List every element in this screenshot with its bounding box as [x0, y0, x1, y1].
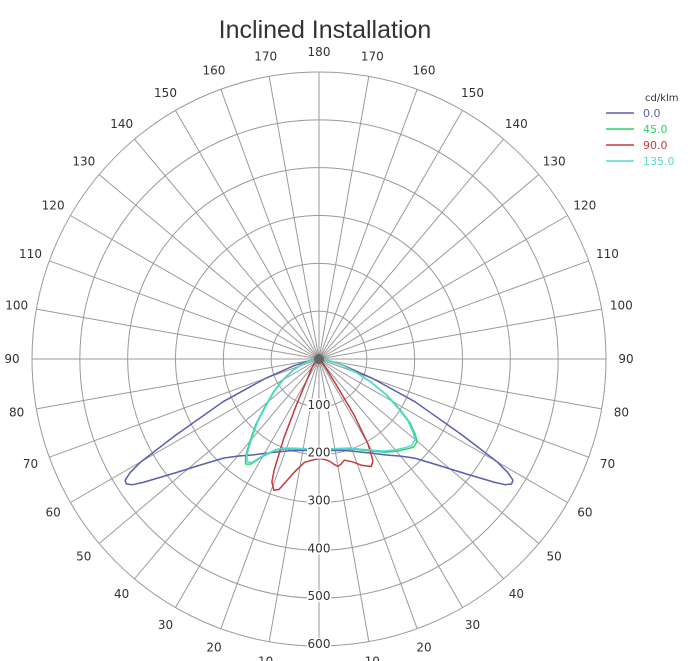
radial-tick-label: 200	[308, 446, 331, 460]
grid-spoke	[318, 358, 602, 410]
grid-spoke	[318, 358, 418, 629]
grid-spoke	[318, 215, 568, 360]
radial-label-bg	[307, 398, 331, 411]
legend-label: 0.0	[643, 107, 661, 120]
grid-spoke	[36, 358, 320, 410]
grid-spoke	[318, 358, 463, 608]
angle-labels: 0 10 20 30 40 50 60 70 80 90 100 110 120 130 140 150 160…	[4, 45, 633, 661]
angle-tick-label: 120	[42, 199, 65, 213]
angle-tick-label: 160	[203, 64, 226, 78]
angle-tick-label: 50	[76, 549, 91, 563]
radial-tick-label: 100	[308, 398, 331, 412]
angle-tick-label: 10	[365, 654, 380, 661]
spokes	[32, 72, 606, 646]
grid-spoke	[134, 138, 320, 360]
radial-label-bg	[307, 638, 331, 650]
grid-spoke	[175, 358, 320, 608]
angle-tick-label: 60	[45, 506, 60, 520]
angle-tick-label: 100	[5, 299, 28, 313]
angle-tick-label: 80	[9, 405, 24, 419]
angle-tick-label: 130	[72, 155, 95, 169]
grid-spoke	[98, 358, 320, 544]
grid-spoke	[318, 358, 504, 580]
angle-tick-label: 180	[308, 45, 331, 59]
angle-tick-label: 110	[596, 247, 619, 261]
angle-tick-label: 30	[158, 618, 173, 632]
radial-label-bg	[307, 542, 331, 555]
legend-title: cd/klm	[645, 93, 679, 104]
grid-spoke	[134, 358, 320, 580]
angle-tick-label: 20	[206, 640, 221, 654]
angle-tick-label: 110	[19, 247, 42, 261]
angle-tick-label: 50	[547, 549, 562, 563]
radial-labels: 100 200 300 400 500 600	[307, 398, 331, 651]
radial-tick-label: 600	[308, 637, 331, 651]
angle-tick-label: 0	[315, 659, 323, 661]
grid-spoke	[318, 138, 504, 360]
grid-spoke	[318, 358, 540, 544]
radial-label-bg	[307, 446, 331, 459]
grid-spoke	[175, 110, 320, 360]
grid-spoke	[318, 76, 370, 360]
angle-tick-label: 130	[543, 155, 566, 169]
chart-title: Inclined Installation	[219, 16, 432, 44]
angle-tick-label: 40	[509, 587, 524, 601]
grid-spoke	[36, 308, 320, 360]
angle-tick-label: 90	[4, 352, 19, 366]
angle-tick-label: 60	[577, 506, 592, 520]
radial-tick-label: 400	[308, 541, 331, 555]
legend: cd/klm 0.0 45.0 90.0 135.0	[606, 93, 679, 168]
angle-tick-label: 170	[254, 50, 277, 64]
angle-tick-label: 10	[258, 654, 273, 661]
angle-tick-label: 100	[610, 299, 633, 313]
grid-spoke	[318, 174, 540, 360]
legend-label: 45.0	[643, 123, 668, 136]
grid-spoke	[49, 358, 320, 458]
radial-label-bg	[307, 494, 331, 507]
grid-spoke	[318, 89, 418, 360]
grid-spoke	[220, 89, 320, 360]
grid-spoke	[318, 308, 602, 360]
grid-spoke	[70, 215, 320, 360]
radial-label-bg	[307, 590, 331, 603]
grid-spoke	[70, 358, 320, 503]
angle-tick-label: 70	[23, 457, 38, 471]
grid-spoke	[220, 358, 320, 629]
angle-tick-label: 120	[573, 199, 596, 213]
angle-tick-label: 160	[413, 64, 436, 78]
series-curve-90.0	[271, 358, 374, 491]
radial-tick-label: 300	[308, 494, 331, 508]
angle-tick-label: 170	[361, 50, 384, 64]
angle-tick-label: 40	[114, 587, 129, 601]
grid-spoke	[318, 110, 463, 360]
grid-spoke	[318, 358, 568, 503]
angle-tick-label: 140	[110, 117, 133, 131]
angle-tick-label: 70	[600, 457, 615, 471]
angle-tick-label: 140	[505, 117, 528, 131]
angle-tick-label: 150	[461, 86, 484, 100]
center-hub	[314, 354, 324, 364]
grid-spoke	[268, 76, 320, 360]
legend-label: 135.0	[643, 155, 675, 168]
grid-spoke	[98, 174, 320, 360]
grid-spoke	[49, 260, 320, 360]
angle-tick-label: 20	[416, 640, 431, 654]
angle-tick-label: 150	[154, 86, 177, 100]
angle-tick-label: 30	[465, 618, 480, 632]
radial-tick-label: 500	[308, 589, 331, 603]
angle-tick-label: 90	[618, 352, 633, 366]
grid-spoke	[318, 260, 589, 360]
legend-label: 90.0	[643, 139, 668, 152]
angle-tick-label: 80	[614, 405, 629, 419]
